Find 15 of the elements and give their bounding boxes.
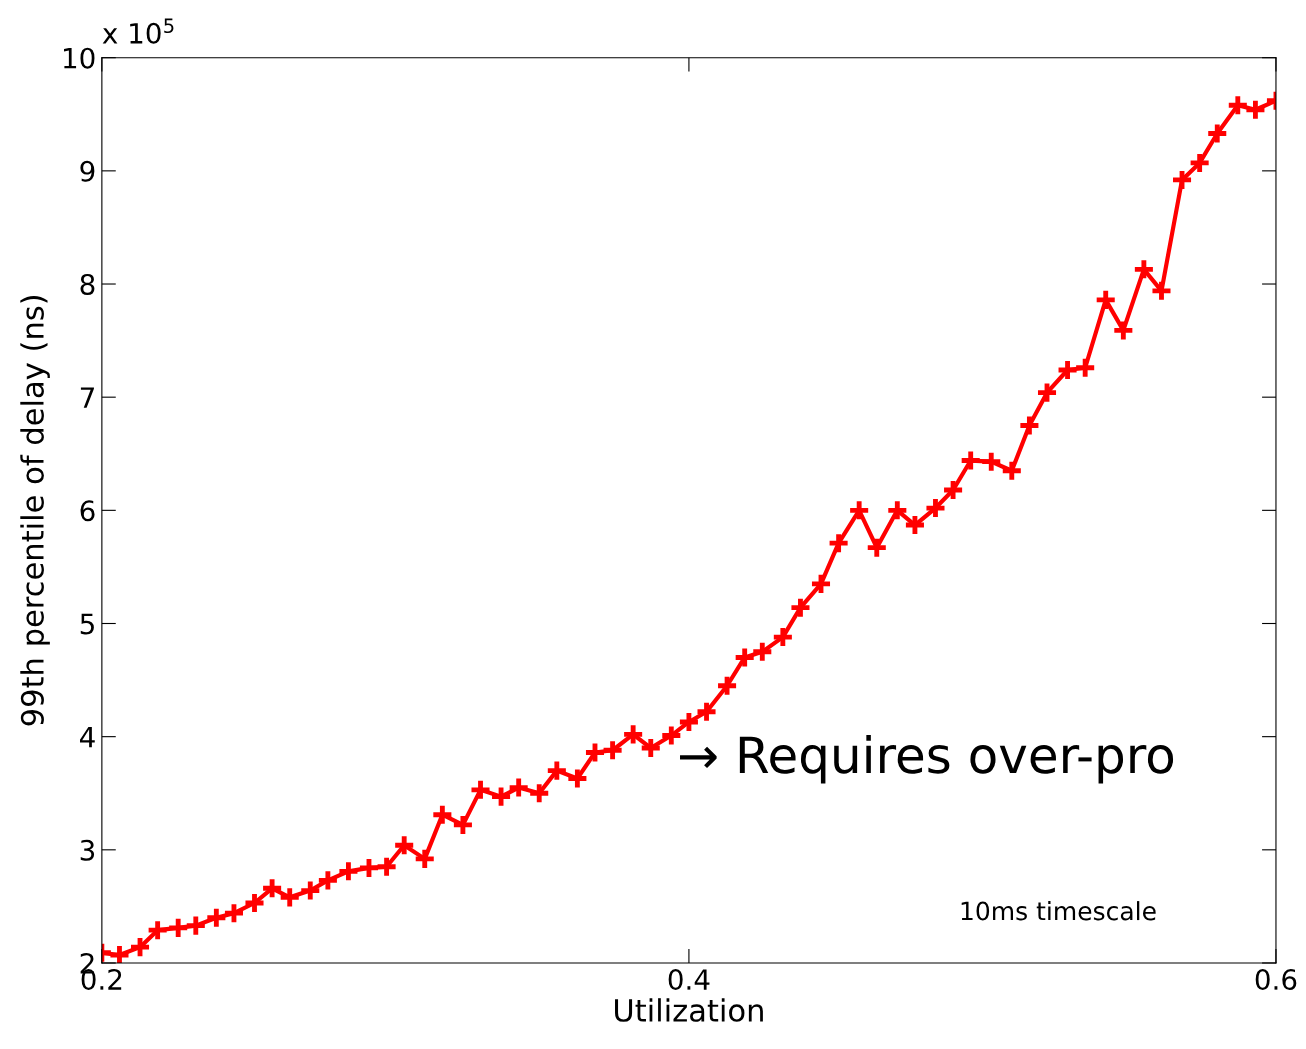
y-tick-label: 10 xyxy=(64,47,95,69)
y-axis-title: 99th percentile of delay (ns) xyxy=(20,296,50,726)
annotation: → Requires over-pro xyxy=(680,735,1174,784)
y-tick-label: 9 xyxy=(80,160,95,182)
annotation: 10ms timescale xyxy=(961,901,1156,921)
x-tick-label: 0.6 xyxy=(1255,969,1297,991)
y-tick-label: 4 xyxy=(80,726,95,748)
y-tick-label: 8 xyxy=(80,273,95,295)
text: x 10$^{5}$ xyxy=(102,18,174,44)
x-tick-label: 0.4 xyxy=(668,969,710,991)
y-tick-label: 7 xyxy=(80,387,94,408)
x-axis-title: Utilization xyxy=(615,998,763,1022)
y-tick-label: 3 xyxy=(80,839,95,861)
y-tick-label: 5 xyxy=(80,613,94,635)
y-tick-label: 6 xyxy=(80,500,95,522)
